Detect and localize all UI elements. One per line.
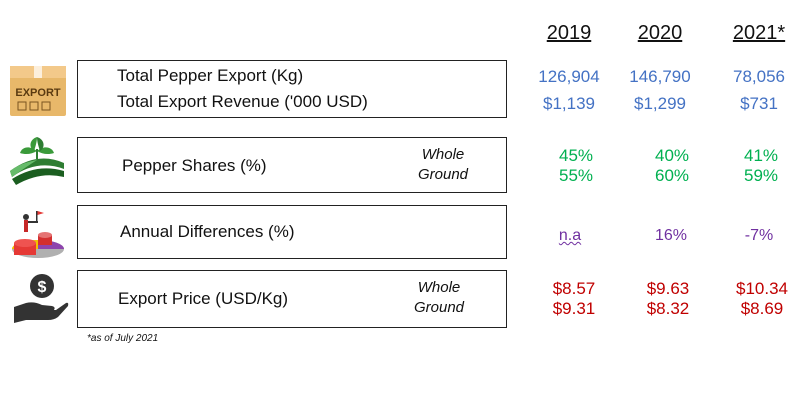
export-box: [77, 60, 507, 118]
export-icon-text: EXPORT: [15, 87, 61, 99]
export-kg-2021: 78,056: [733, 67, 785, 86]
export-revenue-2019: $1,139: [543, 94, 595, 113]
price-whole-label: Whole: [417, 279, 461, 296]
annual-diff-2021: -7%: [744, 227, 774, 244]
export-price-label: Export Price (USD/Kg): [118, 289, 289, 308]
hand-dollar-icon: $: [12, 273, 70, 330]
shares-whole-2019: 45%: [558, 146, 594, 165]
shares-ground-label: Ground: [417, 166, 469, 183]
shares-ground-2021: 59%: [743, 166, 779, 185]
export-revenue-2021: $731: [740, 94, 778, 113]
farm-field-icon: [6, 133, 68, 194]
total-export-label: Total Pepper Export (Kg): [117, 66, 304, 85]
export-kg-2019: 126,904: [538, 67, 600, 86]
pepper-shares-label: Pepper Shares (%): [122, 156, 267, 175]
price-whole-2021: $10.34: [736, 279, 788, 298]
total-revenue-label: Total Export Revenue ('000 USD): [117, 92, 368, 111]
price-ground-2020: $8.32: [646, 299, 690, 318]
shares-ground-2020: 60%: [654, 166, 690, 185]
export-box-icon: EXPORT: [8, 62, 68, 123]
export-revenue-2020: $1,299: [634, 94, 686, 113]
year-header-2019: 2019: [546, 22, 592, 44]
year-header-2021: 2021*: [732, 22, 786, 44]
export-price-box: [77, 270, 507, 328]
price-ground-label: Ground: [413, 299, 465, 316]
shares-box: [77, 137, 507, 193]
price-whole-2020: $9.63: [646, 279, 690, 298]
year-header-2020: 2020: [637, 22, 683, 44]
price-ground-2021: $8.69: [740, 299, 784, 318]
annual-diff-box: [77, 205, 507, 259]
export-kg-2020: 146,790: [629, 67, 691, 86]
shares-whole-2021: 41%: [743, 146, 779, 165]
annual-differences-label: Annual Differences (%): [120, 222, 295, 241]
shares-ground-2019: 55%: [558, 166, 594, 185]
annual-diff-2019: n.a: [558, 227, 582, 244]
dollar-icon-text: $: [38, 279, 47, 296]
price-whole-2019: $8.57: [552, 279, 596, 298]
shares-whole-label: Whole: [421, 146, 465, 163]
shares-whole-2020: 40%: [654, 146, 690, 165]
price-ground-2019: $9.31: [552, 299, 596, 318]
annual-diff-2020: 16%: [654, 227, 688, 244]
pie-chart-person-icon: [8, 203, 70, 268]
footnote: *as of July 2021: [87, 333, 159, 344]
